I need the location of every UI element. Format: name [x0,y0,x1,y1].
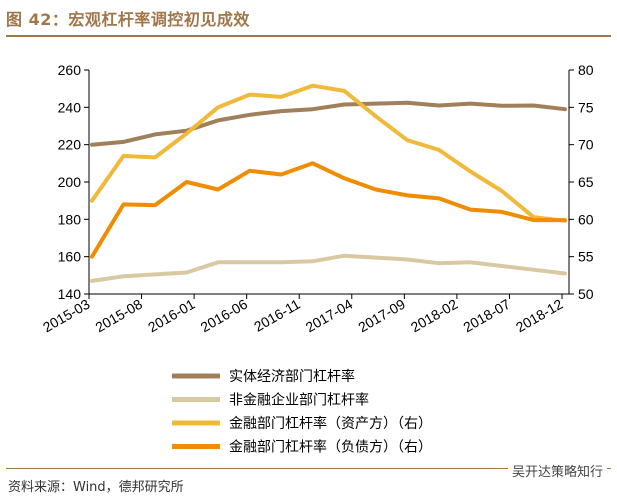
series-line-1 [90,100,567,147]
legend-label-4: 金融部门杠杆率（负债方）（右） [229,439,432,456]
left-tick-label: 160 [58,249,82,265]
footer-divider [6,468,611,469]
legend-label-2: 非金融企业部门杠杆率 [229,392,369,409]
chart-lines [90,83,567,283]
x-tick-label: 2016-06 [198,296,251,336]
x-tick-label: 2018-12 [513,296,566,336]
x-tick-label: 2016-01 [145,296,198,336]
right-tick-label: 65 [578,174,594,190]
series-line-2 [90,253,567,283]
legend-label-3: 金融部门杠杆率（资产方）（右） [229,415,432,432]
series-line-3 [90,83,567,223]
right-tick-label: 80 [578,62,594,78]
left-tick-label: 220 [58,137,82,153]
title-divider [6,35,611,37]
x-tick-label: 2017-04 [303,296,356,336]
left-tick-label: 140 [58,286,82,302]
x-tick-label: 2017-09 [355,296,408,336]
right-tick-label: 75 [578,99,594,115]
x-tick-label: 2015-08 [93,296,146,336]
chart-title: 图 42：宏观杠杆率调控初见成效 [6,10,250,29]
right-tick-label: 60 [578,211,594,227]
watermark: 吴开达策略知行 [507,459,607,482]
left-tick-label: 200 [58,174,82,190]
line-chart: 140 160 180 200 220 240 260 50 55 60 65 70 75 80 2015-… [40,62,594,456]
x-tick-label: 2018-02 [408,296,461,336]
left-tick-label: 180 [58,211,82,227]
right-tick-label: 50 [578,286,594,302]
right-tick-label: 70 [578,137,594,153]
right-tick-label: 55 [578,249,594,265]
left-tick-label: 240 [58,99,82,115]
series-line-4 [90,161,567,259]
x-tick-label: 2016-11 [251,296,303,335]
x-tick-label: 2018-07 [460,296,513,336]
legend-label-1: 实体经济部门杠杆率 [229,368,355,385]
left-tick-label: 260 [58,62,82,78]
source-note: 资料来源：Wind，德邦研究所 [8,480,184,495]
